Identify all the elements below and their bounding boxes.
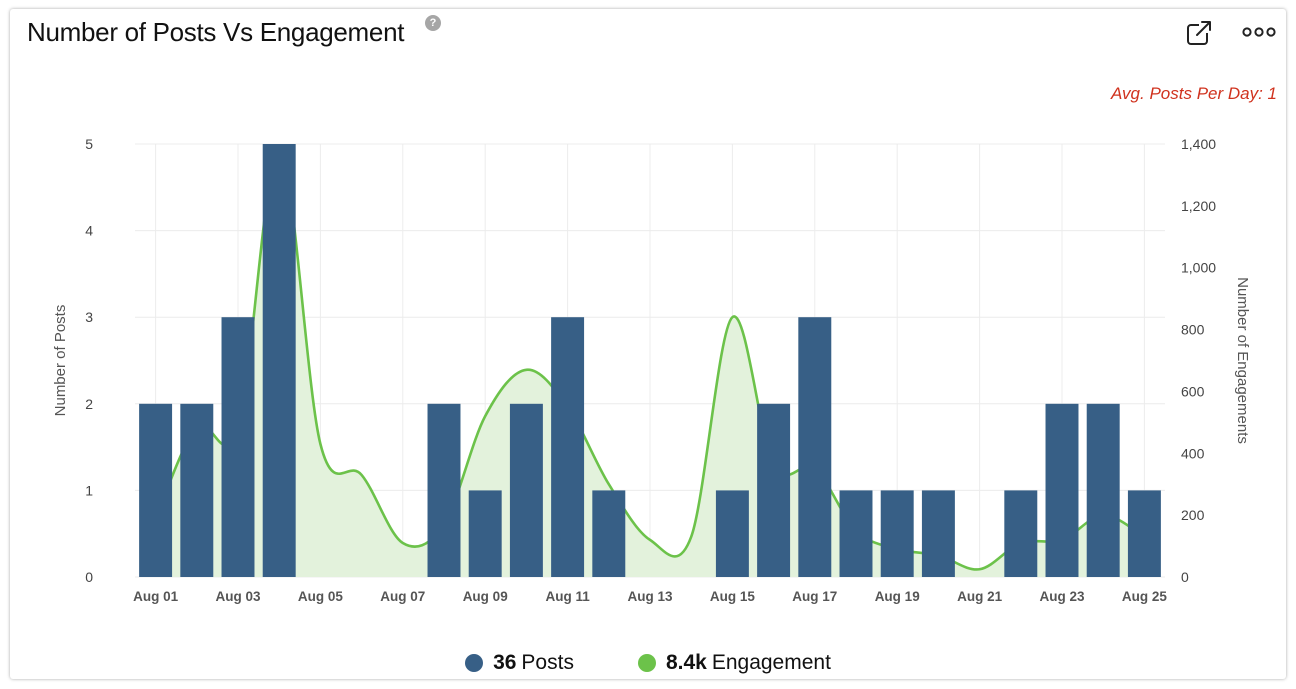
- y-left-tick-label: 5: [85, 136, 93, 152]
- posts-bar: [757, 403, 791, 577]
- x-tick-label: Aug 23: [1039, 589, 1085, 604]
- y-left-tick-label: 3: [85, 309, 93, 325]
- posts-bar: [839, 490, 873, 577]
- y-right-tick-label: 800: [1181, 322, 1205, 338]
- posts-bar: [468, 490, 502, 577]
- avg-posts-per-day: Avg. Posts Per Day: 1: [1111, 84, 1277, 103]
- legend-item-posts[interactable]: 36 Posts: [465, 651, 574, 675]
- chart-card: Number of Posts Vs Engagement ? Avg. Pos…: [10, 9, 1286, 679]
- posts-bar: [921, 490, 955, 577]
- x-tick-label: Aug 11: [545, 589, 590, 604]
- y-left-tick-label: 0: [85, 569, 93, 585]
- posts-bar: [180, 403, 214, 577]
- posts-bar: [880, 490, 914, 577]
- posts-bar: [551, 317, 585, 577]
- posts-bar: [1127, 490, 1161, 577]
- y-left-tick-label: 2: [85, 396, 93, 412]
- y-right-tick-label: 1,400: [1181, 136, 1216, 152]
- legend-posts-label: Posts: [521, 651, 574, 674]
- posts-bar: [1086, 403, 1120, 577]
- y-left-tick-label: 1: [85, 482, 93, 498]
- legend-marker-engagement: [637, 654, 656, 672]
- posts-bar: [262, 144, 296, 577]
- external-link-icon[interactable]: [1185, 19, 1213, 47]
- y-right-tick-label: 200: [1181, 507, 1205, 523]
- legend-marker-posts: [465, 654, 484, 672]
- x-tick-label: Aug 03: [215, 589, 261, 604]
- legend-engagement-label: Engagement: [711, 651, 831, 674]
- chart-title: Number of Posts Vs Engagement: [27, 17, 405, 47]
- posts-bar: [798, 317, 832, 577]
- y-right-tick-label: 600: [1181, 383, 1205, 399]
- posts-bar: [139, 403, 173, 577]
- x-tick-label: Aug 05: [298, 589, 344, 604]
- posts-bar: [1004, 490, 1038, 577]
- y-right-tick-label: 400: [1181, 445, 1205, 461]
- legend-engagement-total: 8.4k: [665, 651, 707, 674]
- legend-item-engagement[interactable]: 8.4k Engagement: [637, 651, 831, 675]
- x-tick-label: Aug 17: [792, 589, 837, 604]
- x-tick-label: Aug 09: [463, 589, 508, 604]
- x-tick-label: Aug 25: [1122, 589, 1168, 604]
- posts-engagement-chart: 0 1 2 3 4 5 0 200 400 600 800 1,000 1,200 1,400 Aug 01…: [52, 136, 1251, 604]
- legend-posts-total: 36: [493, 651, 517, 674]
- posts-bar: [715, 490, 749, 577]
- posts-bar: [221, 317, 255, 577]
- posts-bar: [509, 403, 543, 577]
- y-right-axis-title: Number of Engagements: [1234, 277, 1251, 444]
- y-right-tick-label: 1,000: [1181, 260, 1216, 276]
- x-tick-label: Aug 19: [875, 589, 920, 604]
- y-right-tick-label: 0: [1181, 569, 1189, 585]
- x-tick-label: Aug 01: [133, 589, 179, 604]
- y-right-tick-label: 1,200: [1181, 198, 1216, 214]
- posts-bar: [1045, 403, 1079, 577]
- x-tick-label: Aug 15: [710, 589, 756, 604]
- x-tick-label: Aug 07: [380, 589, 425, 604]
- more-horizontal-icon[interactable]: [1242, 25, 1276, 39]
- x-tick-label: Aug 21: [957, 589, 1003, 604]
- y-left-axis-title: Number of Posts: [52, 305, 69, 417]
- question-circle-icon[interactable]: ?: [425, 15, 441, 31]
- posts-bar: [592, 490, 626, 577]
- chart-legend: 36 Posts 8.4k Engagement: [10, 651, 1286, 675]
- x-tick-label: Aug 13: [627, 589, 673, 604]
- posts-bar: [427, 403, 461, 577]
- y-left-tick-label: 4: [85, 223, 93, 239]
